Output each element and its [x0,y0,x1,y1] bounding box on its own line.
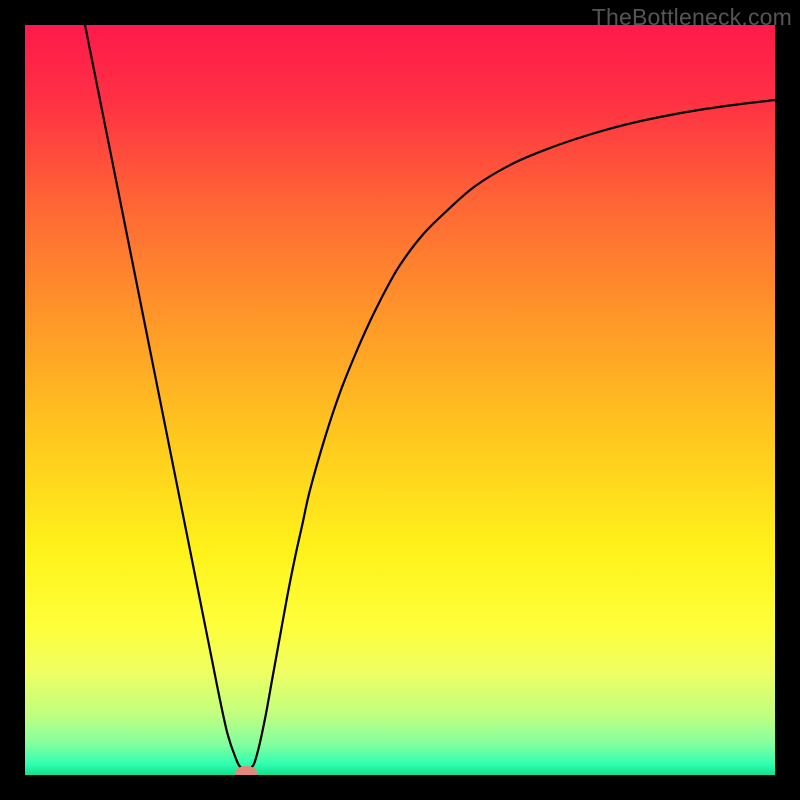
bottleneck-curve [85,25,775,769]
minimum-marker [235,766,257,775]
chart-outer-frame [0,0,800,800]
chart-curve-layer [25,25,775,775]
watermark-label: TheBottleneck.com [592,4,792,31]
plot-area [25,25,775,775]
